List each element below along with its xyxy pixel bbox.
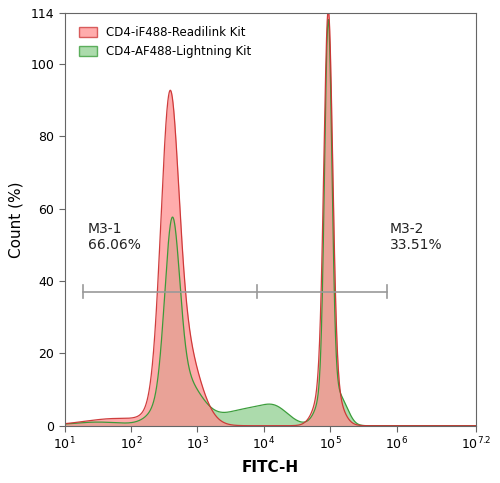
Y-axis label: Count (%): Count (%) <box>8 181 24 258</box>
X-axis label: FITC-H: FITC-H <box>242 460 299 475</box>
Text: M3-2
33.51%: M3-2 33.51% <box>390 222 442 252</box>
Text: M3-1
66.06%: M3-1 66.06% <box>88 222 141 252</box>
Legend: CD4-iF488-Readilink Kit, CD4-AF488-Lightning Kit: CD4-iF488-Readilink Kit, CD4-AF488-Light… <box>74 21 256 63</box>
